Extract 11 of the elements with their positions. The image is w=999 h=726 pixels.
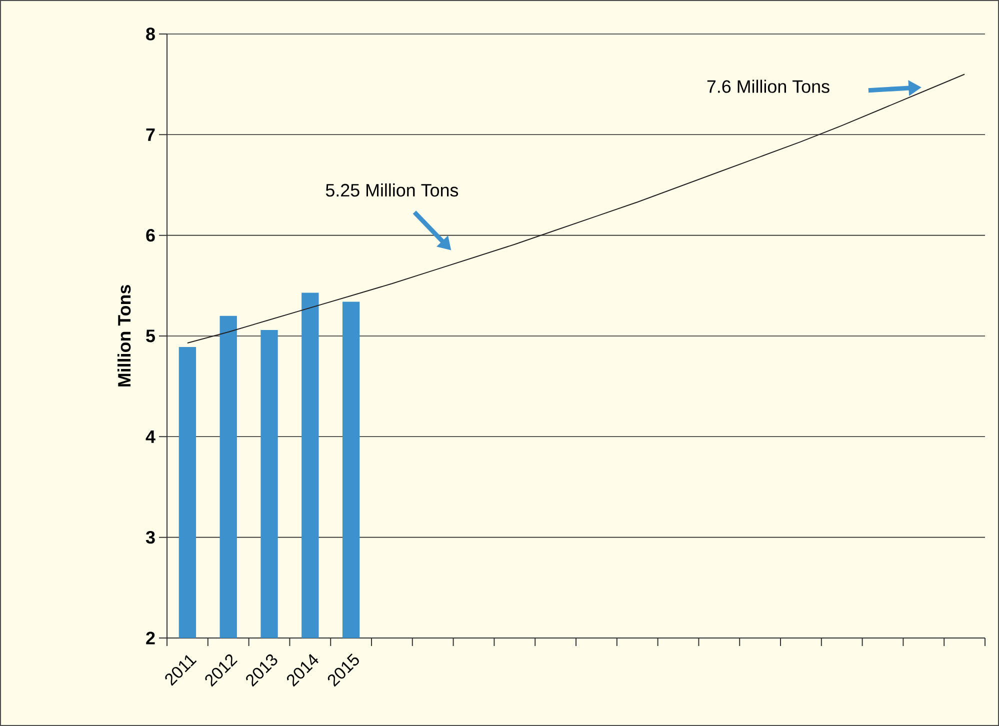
y-tick-label: 5 xyxy=(146,330,155,342)
line-series xyxy=(186,74,966,344)
y-tick-label: 2 xyxy=(146,632,155,644)
y-tick-label: 8 xyxy=(146,28,155,40)
y-tick-label: 7 xyxy=(146,128,155,141)
annotation: 7.6 Million Tons xyxy=(707,80,830,93)
y-tick-label: 6 xyxy=(146,228,155,242)
annotation: 5.25 Million Tons xyxy=(326,183,458,197)
y-tick-label: 4 xyxy=(146,430,156,443)
y-axis-title: Million Tons xyxy=(118,285,131,386)
y-tick-label: 3 xyxy=(146,530,155,544)
